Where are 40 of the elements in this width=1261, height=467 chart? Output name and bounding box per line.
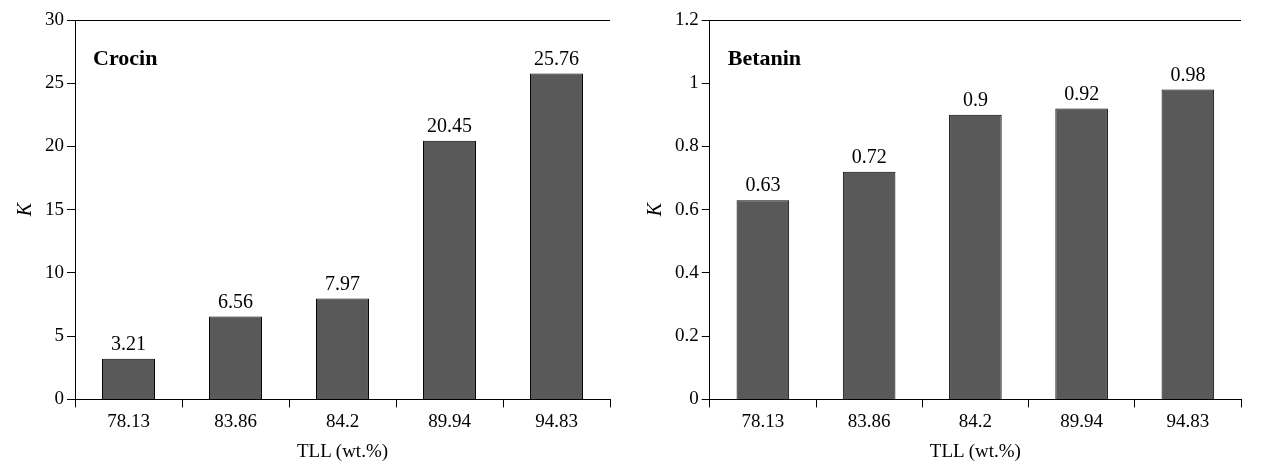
data-label: 6.56	[218, 289, 253, 312]
y-tick-label: 1	[689, 71, 699, 93]
x-axis-title: TLL (wt.%)	[296, 439, 389, 462]
y-tick-label: 15	[45, 197, 64, 219]
y-tick-label: 25	[45, 71, 64, 93]
y-axis-title: K	[13, 201, 36, 218]
data-label: 0.92	[1064, 81, 1100, 104]
data-label: 20.45	[427, 114, 472, 137]
y-tick-label: 5	[54, 324, 64, 346]
data-label: 0.72	[851, 145, 887, 168]
data-label: 0.9	[962, 88, 988, 111]
x-tick-label: 78.13	[741, 409, 785, 431]
y-tick-label: 0	[689, 387, 699, 409]
y-tick-label: 1.2	[675, 7, 699, 29]
y-tick-label: 30	[45, 7, 64, 29]
x-tick-label: 83.86	[847, 409, 891, 431]
x-tick-label: 84.2	[958, 409, 992, 431]
x-tick-label: 78.13	[107, 409, 150, 431]
data-label: 0.98	[1170, 62, 1206, 85]
data-label: 25.76	[534, 46, 579, 69]
y-tick-label: 0.2	[675, 324, 699, 346]
y-tick-label: 10	[45, 260, 64, 282]
annotation: Crocin	[93, 44, 158, 70]
y-tick-label: 0	[54, 387, 64, 409]
data-label: 3.21	[111, 332, 146, 355]
y-tick-label: 20	[45, 134, 64, 156]
x-tick-label: 84.2	[325, 409, 360, 431]
data-label: 0.63	[745, 173, 781, 196]
x-tick-label: 94.83	[1166, 409, 1210, 431]
annotation: Betanin	[727, 44, 802, 70]
y-axis-title: K	[643, 201, 666, 218]
x-tick-label: 83.86	[214, 409, 257, 431]
x-axis-title: TLL (wt.%)	[929, 439, 1021, 462]
y-tick-label: 0.4	[675, 260, 700, 282]
y-tick-label: 0.6	[675, 197, 699, 219]
x-tick-label: 94.83	[535, 409, 578, 431]
data-label: 7.97	[325, 271, 360, 294]
x-tick-label: 89.94	[1060, 409, 1104, 431]
y-tick-label: 0.8	[675, 134, 699, 156]
x-tick-label: 89.94	[428, 409, 472, 431]
